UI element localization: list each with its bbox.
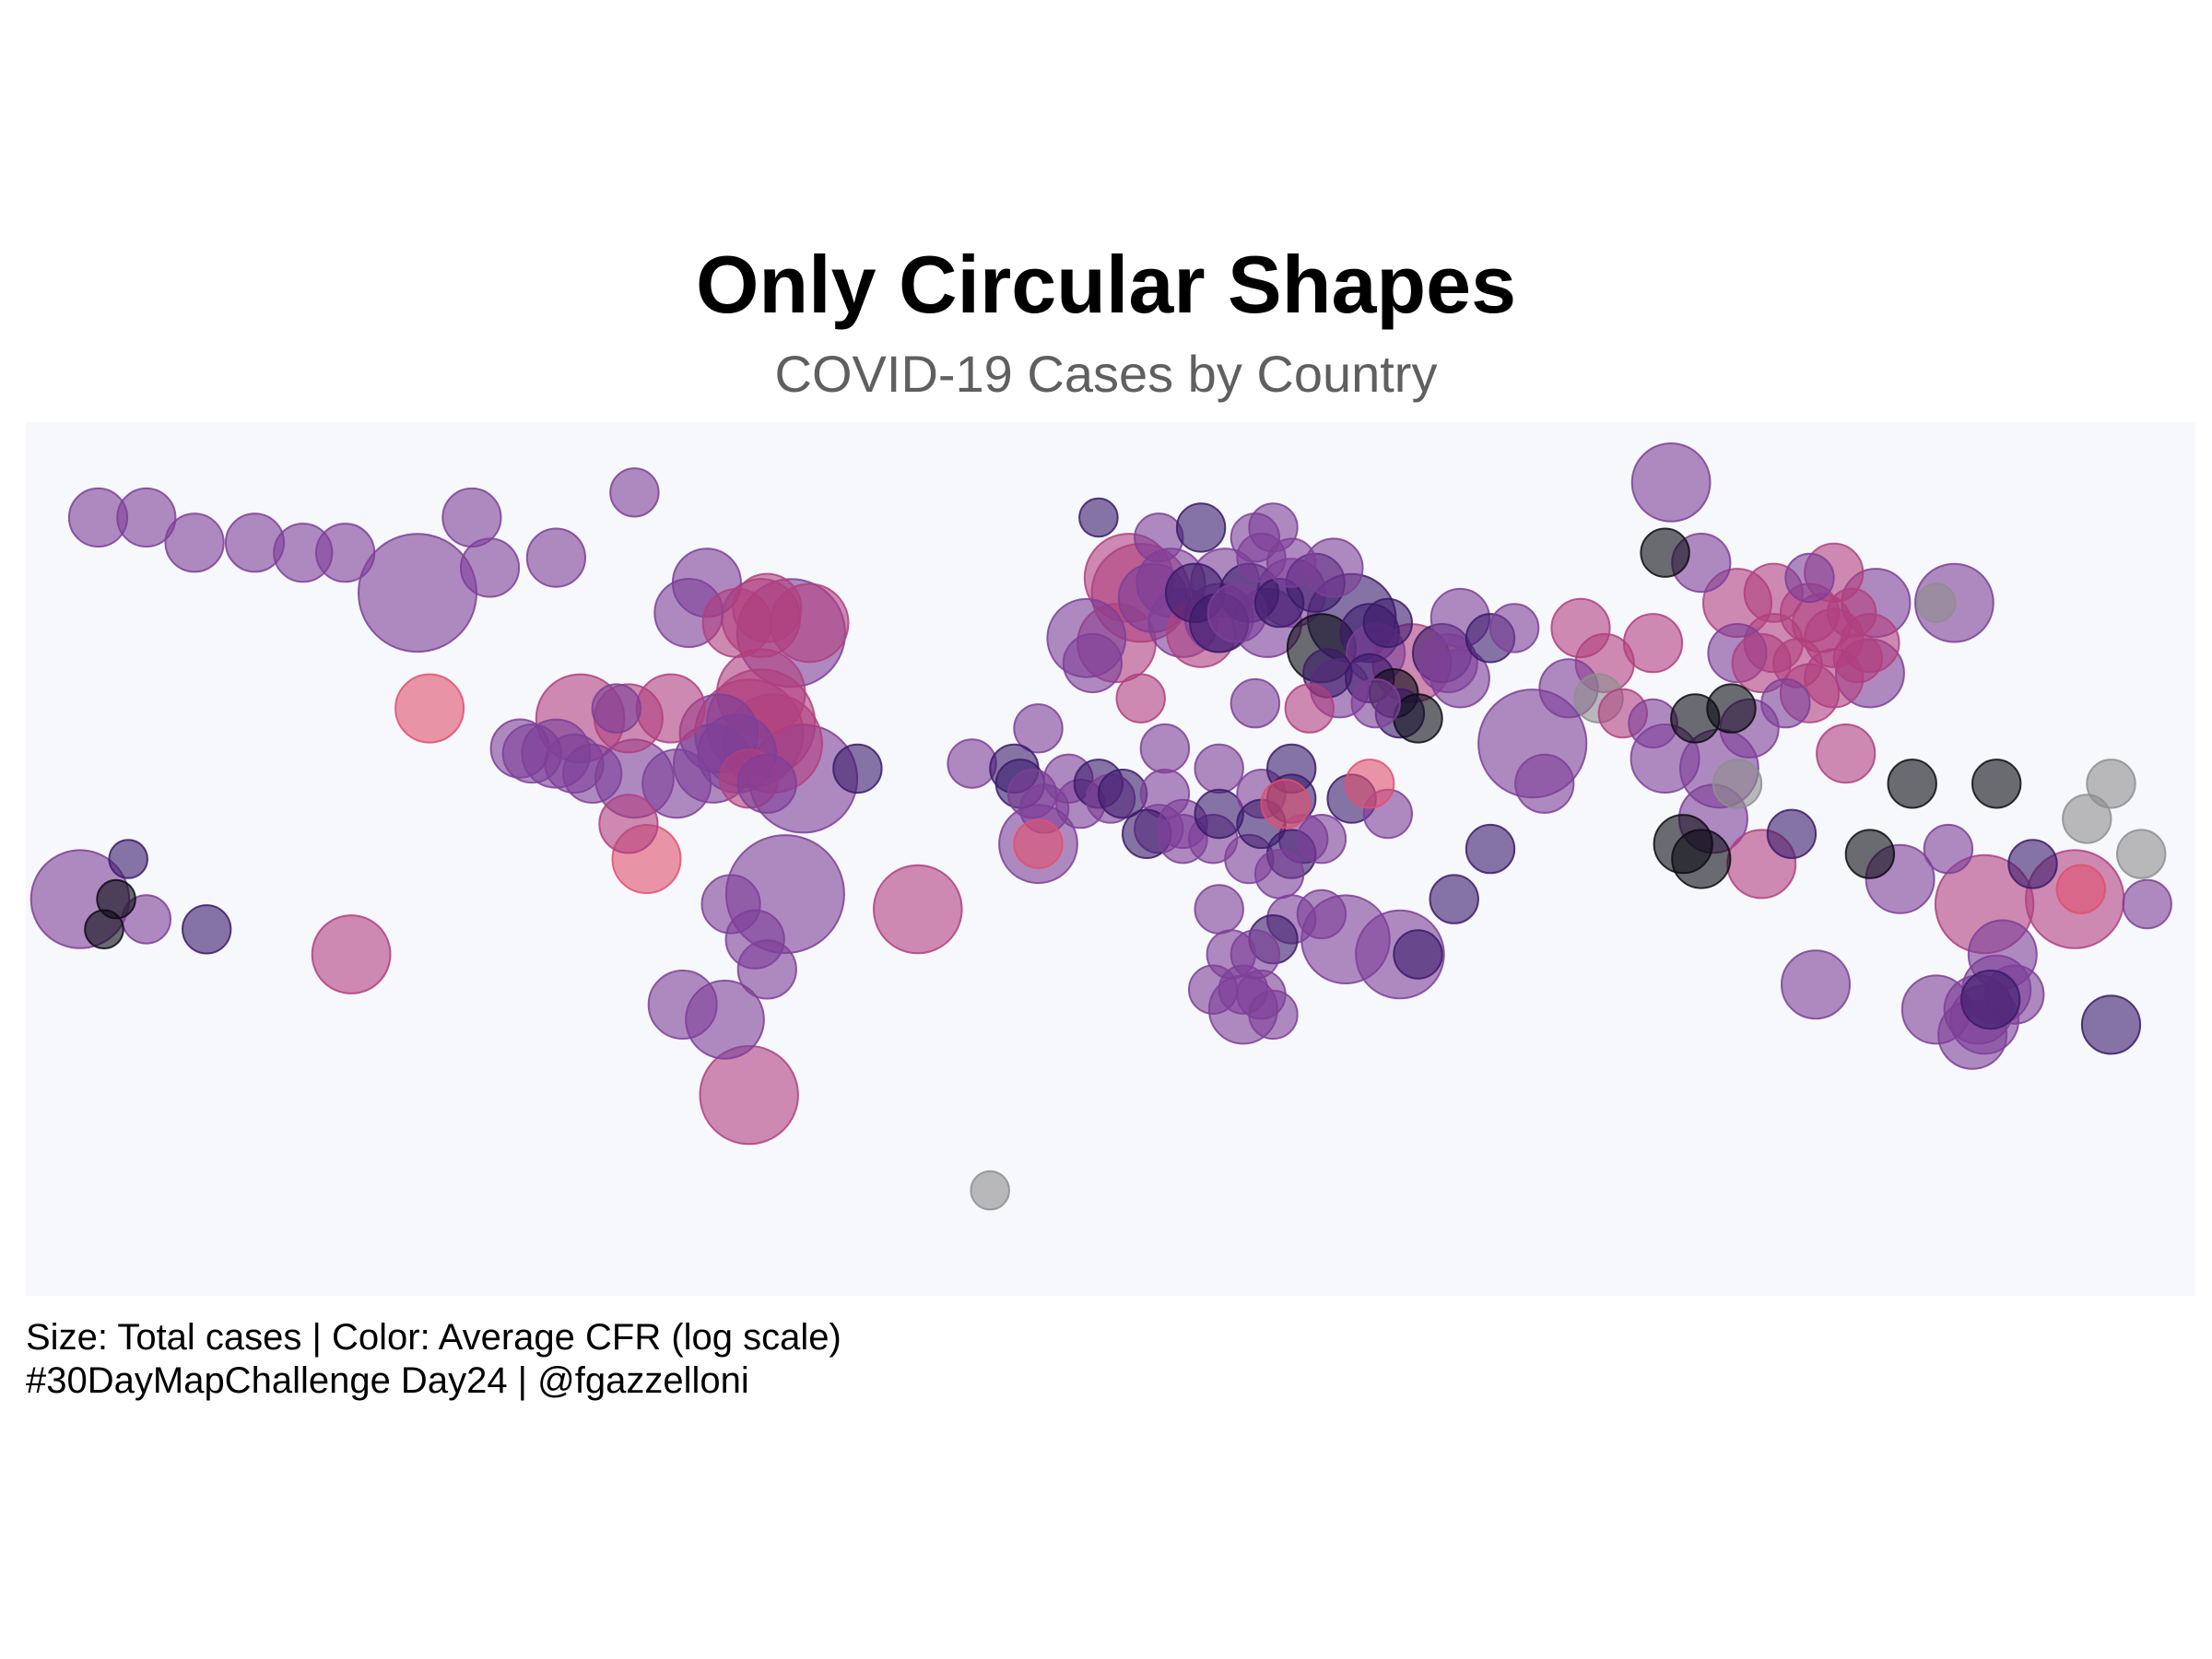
country-bubble <box>2122 878 2172 930</box>
country-bubble <box>108 839 148 879</box>
country-bubble <box>1134 512 1184 563</box>
country-bubble <box>2086 759 2136 809</box>
country-bubble <box>1430 648 1490 709</box>
country-bubble <box>732 572 803 643</box>
country-bubble <box>2062 794 2112 844</box>
country-bubble <box>699 1044 799 1146</box>
country-bubble <box>2007 839 2058 889</box>
country-bubble <box>1062 632 1124 694</box>
country-bubble <box>1194 884 1244 935</box>
country-bubble <box>598 794 659 854</box>
country-bubble <box>1887 759 1937 809</box>
country-bubble <box>2055 864 2107 914</box>
country-bubble <box>182 904 232 955</box>
country-bubble <box>1284 683 1335 734</box>
country-bubble <box>2116 829 2167 879</box>
country-bubble <box>1971 759 2022 809</box>
country-bubble <box>1630 442 1712 523</box>
country-bubble <box>1622 613 1684 674</box>
country-bubble <box>1260 778 1311 830</box>
country-bubble <box>84 909 124 950</box>
country-bubble <box>1916 582 1957 623</box>
country-bubble <box>1465 823 1516 875</box>
caption-legend-note: Size: Total cases | Color: Average CFR (… <box>26 1317 841 1358</box>
country-bubble <box>1781 949 1851 1020</box>
country-bubble <box>1760 677 1811 729</box>
country-bubble <box>1139 723 1191 774</box>
country-bubble <box>1266 537 1317 588</box>
country-bubble <box>1816 724 1877 784</box>
country-bubble <box>1640 527 1690 578</box>
country-bubble <box>1628 698 1678 749</box>
bubble-map <box>26 422 2195 1296</box>
country-bubble <box>970 1170 1010 1211</box>
country-bubble <box>1078 497 1119 538</box>
country-bubble <box>873 864 963 955</box>
country-bubble <box>525 527 587 588</box>
country-bubble <box>1296 888 1347 940</box>
country-bubble <box>1827 587 1877 639</box>
country-bubble <box>1362 597 1414 649</box>
country-bubble <box>1514 753 1575 814</box>
country-bubble <box>1194 788 1244 840</box>
country-bubble <box>1766 808 1818 859</box>
country-bubble <box>1115 673 1166 724</box>
country-bubble <box>2080 994 2142 1055</box>
caption: Size: Total cases | Color: Average CFR (… <box>26 1316 841 1403</box>
country-bubble <box>1175 502 1227 553</box>
country-bubble <box>311 914 392 994</box>
country-bubble <box>164 512 225 573</box>
bubbles-layer <box>29 442 2172 1211</box>
country-bubble <box>1832 632 1884 684</box>
country-bubble <box>947 738 997 789</box>
country-bubble <box>394 673 465 744</box>
country-bubble <box>358 533 477 653</box>
country-bubble <box>1923 823 1974 875</box>
country-bubble <box>1013 818 1064 869</box>
country-bubble <box>1784 552 1835 604</box>
country-bubble <box>1488 603 1540 653</box>
country-bubble <box>1345 759 1395 809</box>
country-bubble <box>1393 693 1443 744</box>
caption-credit: #30DayMapChallenge Day24 | @fgazzelloni <box>26 1360 749 1401</box>
country-bubble <box>736 939 797 1000</box>
country-bubble <box>1844 829 1896 879</box>
country-bubble <box>1712 759 1763 809</box>
country-bubble <box>1960 970 2021 1030</box>
country-bubble <box>1393 929 1443 980</box>
country-bubble <box>1296 814 1347 865</box>
country-bubble <box>1013 703 1064 754</box>
country-bubble <box>1429 874 1479 924</box>
country-bubble <box>1671 829 1732 889</box>
country-bubble <box>1253 849 1305 900</box>
country-bubble <box>1230 677 1281 729</box>
country-bubble <box>641 748 712 819</box>
country-bubble <box>315 523 376 583</box>
page-title: Only Circular Shapes <box>695 239 1517 330</box>
country-bubble <box>647 970 718 1040</box>
country-bubble <box>1236 969 1287 1020</box>
country-bubble <box>609 467 660 518</box>
country-bubble <box>591 683 641 734</box>
country-bubble <box>459 537 521 598</box>
country-bubble <box>562 743 623 804</box>
country-bubble <box>1706 683 1757 734</box>
country-bubble <box>1350 677 1401 729</box>
country-bubble <box>1194 743 1244 794</box>
country-bubble <box>832 743 883 794</box>
country-bubble <box>635 673 706 744</box>
country-bubble <box>116 487 177 548</box>
country-bubble <box>736 753 797 814</box>
map-panel <box>26 422 2195 1296</box>
page-subtitle: COVID-19 Cases by Country <box>774 345 1438 403</box>
